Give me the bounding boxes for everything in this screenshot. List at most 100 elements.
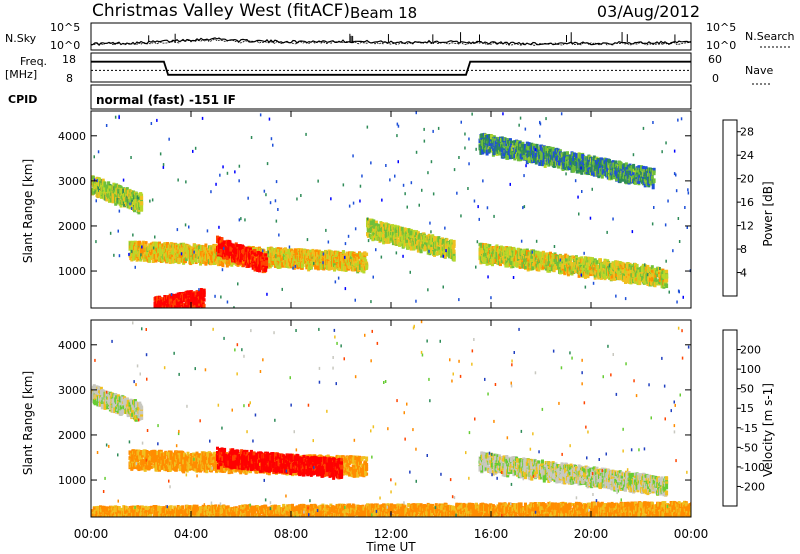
- nave-label: Nave: [745, 64, 773, 77]
- power-cell: [133, 246, 137, 251]
- power-cell: [211, 252, 215, 258]
- power-cell: [267, 257, 271, 262]
- power-cell: [374, 220, 378, 225]
- power-cell: [586, 272, 590, 278]
- power-cell: [600, 275, 604, 280]
- power-cell: [637, 270, 641, 275]
- power-cell: [267, 248, 271, 254]
- power-cell: [154, 311, 157, 316]
- power-cell: [524, 263, 527, 269]
- power-cell: [170, 310, 173, 313]
- power-cell: [583, 265, 586, 269]
- power-cell: [270, 247, 274, 251]
- power-cell: [162, 310, 165, 315]
- power-cell: [265, 260, 269, 267]
- power-cell: [359, 253, 363, 257]
- power-cell: [630, 265, 634, 270]
- power-cell: [167, 311, 170, 315]
- power-cell: [198, 300, 202, 304]
- power-cell: [297, 248, 301, 253]
- power-cell: [142, 248, 146, 254]
- power-cell: [135, 241, 139, 247]
- power-cell: [239, 244, 243, 251]
- power-cell: [656, 270, 660, 277]
- power-cell: [628, 264, 632, 270]
- power-cell: [290, 255, 294, 261]
- power-cell: [101, 178, 105, 184]
- power-cell: [262, 259, 266, 265]
- power-cell: [564, 253, 568, 259]
- power-cell: [255, 246, 259, 251]
- power-cell: [155, 311, 158, 316]
- power-cell: [194, 257, 198, 263]
- power-cell: [124, 200, 127, 205]
- power-cell: [334, 251, 338, 256]
- power-cell: [373, 222, 377, 229]
- power-cell: [316, 252, 319, 257]
- power-cell: [212, 245, 216, 252]
- power-cell: [160, 310, 163, 314]
- noise-series: [90, 32, 692, 47]
- power-cell: [338, 265, 342, 272]
- power-cell: [506, 248, 510, 253]
- power-cell: [531, 266, 535, 271]
- power-cell: [222, 251, 226, 255]
- power-cell: [161, 310, 164, 314]
- power-cell: [535, 253, 539, 258]
- power-cell: [651, 276, 655, 281]
- power-cell: [518, 264, 522, 269]
- power-cell: [204, 260, 208, 266]
- freq-series: [91, 60, 691, 76]
- freq-label-1: Freq.: [20, 55, 47, 68]
- power-cell: [556, 261, 560, 266]
- power-cell: [184, 256, 188, 262]
- power-cell: [133, 201, 136, 205]
- power-cell: [119, 185, 123, 190]
- power-cell: [498, 253, 502, 260]
- power-cell: [665, 277, 669, 283]
- power-cell: [646, 264, 650, 271]
- power-cell: [259, 251, 263, 256]
- power-cell: [174, 309, 177, 315]
- power-cell: [303, 249, 307, 256]
- power-cell: [658, 270, 661, 275]
- power-cell: [388, 227, 392, 232]
- power-cell: [402, 239, 406, 244]
- power-cell: [122, 199, 126, 204]
- power-cell: [172, 307, 176, 308]
- power-cell: [597, 274, 601, 280]
- power-cell: [124, 202, 128, 206]
- power-cell: [486, 248, 490, 252]
- power-cell: [483, 141, 486, 147]
- power-cell: [214, 244, 218, 250]
- power-cell: [443, 248, 447, 254]
- power-cell: [587, 256, 591, 261]
- power-cell: [161, 243, 165, 250]
- power-cell: [392, 236, 396, 241]
- power-cell: [409, 245, 413, 251]
- power-cell: [146, 250, 150, 256]
- power-cell: [245, 246, 249, 253]
- power-cell: [305, 251, 309, 256]
- power-cell: [241, 261, 245, 268]
- power-cell: [354, 258, 358, 264]
- power-cell: [452, 249, 456, 254]
- power-cell: [201, 294, 205, 301]
- power-cell: [382, 234, 386, 238]
- power-cell: [130, 244, 134, 248]
- power-cell: [491, 256, 494, 261]
- power-cell: [328, 255, 332, 261]
- power-cell: [580, 256, 584, 261]
- power-cell: [106, 185, 110, 191]
- nave-tick-low: 0: [712, 72, 719, 85]
- power-cell: [160, 310, 163, 315]
- power-cell: [177, 302, 181, 307]
- power-cell: [165, 252, 169, 256]
- power-cell: [105, 195, 109, 202]
- power-cell: [519, 258, 523, 264]
- power-cell: [149, 251, 153, 256]
- noise-right-tick-high: 10^5: [706, 21, 736, 34]
- noise-right-tick-low: 10^0: [706, 39, 736, 52]
- power-cell: [326, 255, 330, 260]
- power-cell: [541, 250, 545, 255]
